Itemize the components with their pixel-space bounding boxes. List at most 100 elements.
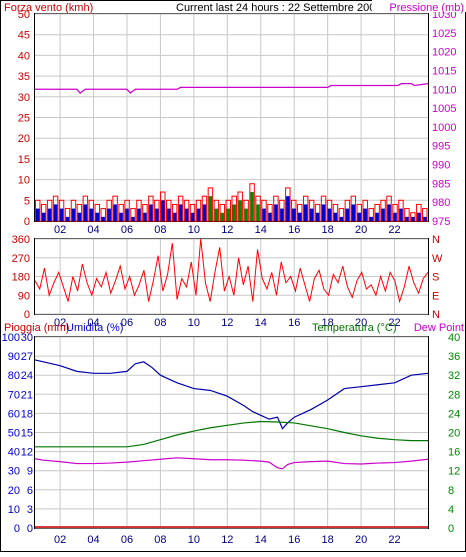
x-tick-label: 08: [154, 317, 166, 329]
gust-bar: [95, 212, 99, 221]
gust-bar: [149, 204, 153, 221]
left-tick-label: 0: [24, 309, 30, 321]
right-tick-label: 1015: [432, 65, 456, 77]
right-tick-label: 1020: [432, 47, 456, 59]
gust-bar: [77, 212, 82, 221]
right-tick-label: 4: [448, 504, 454, 516]
right-tick-label: 16: [448, 447, 460, 459]
gust-bar: [244, 208, 248, 221]
x-tick-label: 22: [388, 317, 400, 329]
x-tick-label: 02: [54, 317, 66, 329]
x-tick-label: 16: [288, 534, 300, 546]
rain-tick-label: 15: [21, 428, 33, 440]
x-tick-label: 22: [388, 534, 400, 546]
left-tick-label: 45: [18, 30, 30, 42]
right-tick-label: 0: [448, 523, 454, 535]
left-tick-label: 40: [8, 447, 20, 459]
x-tick-label: 20: [355, 317, 367, 329]
left-tick-label: 100: [2, 332, 20, 344]
rain-title: Pioggia (mm): [4, 322, 69, 334]
gust-bar: [357, 212, 361, 221]
gust-bar: [190, 212, 195, 221]
x-tick-label: 18: [322, 317, 334, 329]
x-tick-label: 14: [255, 224, 267, 236]
gust-bar: [131, 216, 135, 221]
gust-bar: [303, 204, 308, 221]
compass-label: W: [432, 253, 443, 265]
rain-tick-label: 3: [27, 504, 33, 516]
x-tick-label: 16: [288, 224, 300, 236]
gust-bar: [345, 208, 350, 221]
x-tick-label: 12: [221, 317, 233, 329]
gust-bar: [321, 204, 326, 221]
right-tick-label: 12: [448, 466, 460, 478]
rain-tick-label: 27: [21, 351, 33, 363]
right-tick-label: 28: [448, 389, 460, 401]
left-tick-label: 360: [12, 234, 30, 246]
gust-bar: [161, 200, 165, 221]
x-tick-label: 02: [54, 534, 66, 546]
left-tick-label: 270: [12, 253, 30, 265]
x-tick-label: 08: [154, 224, 166, 236]
left-tick-label: 10: [8, 504, 20, 516]
gust-bar: [172, 212, 177, 221]
rain-tick-label: 21: [21, 389, 33, 401]
rain-tick-label: 0: [27, 523, 33, 535]
x-tick-label: 08: [154, 534, 166, 546]
gust-bar: [268, 212, 272, 221]
right-tick-label: 985: [432, 178, 450, 190]
x-tick-label: 12: [221, 224, 233, 236]
gust-bar: [309, 208, 314, 221]
gust-bar: [47, 208, 52, 221]
right-tick-label: 24: [448, 408, 460, 420]
gust-bar: [423, 216, 427, 221]
left-tick-label: 60: [8, 408, 20, 420]
left-tick-label: 80: [8, 370, 20, 382]
direction-line: [34, 238, 429, 304]
gust-bar: [375, 212, 379, 221]
rain-tick-label: 24: [21, 370, 33, 382]
gust-bar: [381, 208, 385, 221]
left-tick-label: 50: [8, 428, 20, 440]
gust-bar: [351, 204, 356, 221]
gust-bar: [202, 204, 207, 221]
gust-bar: [262, 208, 266, 221]
left-tick-label: 15: [18, 154, 30, 166]
left-tick-label: 30: [8, 466, 20, 478]
gust-bar: [71, 208, 76, 221]
gust-bar: [411, 216, 415, 221]
gust-bar: [256, 204, 260, 221]
left-tick-label: 90: [18, 290, 30, 302]
grid: [35, 13, 428, 529]
gust-bar: [89, 208, 94, 221]
compass-label: N: [432, 309, 440, 321]
x-tick-label: 10: [188, 317, 200, 329]
x-tick-label: 18: [322, 224, 334, 236]
humidity-title: Umidita (%): [66, 322, 123, 334]
rain-tick-label: 12: [21, 447, 33, 459]
x-tick-label: 16: [288, 317, 300, 329]
compass-label: E: [432, 290, 439, 302]
gust-bar: [214, 208, 219, 221]
gust-bar: [280, 208, 284, 221]
gust-bar: [250, 192, 254, 221]
right-tick-label: 8: [448, 485, 454, 497]
gust-bar: [53, 204, 58, 221]
pressure-title: Pressione (mb): [389, 2, 464, 14]
left-tick-label: 0: [14, 523, 20, 535]
wind-title: Forza vento (kmh): [4, 2, 93, 14]
right-tick-label: 1005: [432, 103, 456, 115]
x-tick-label: 18: [322, 534, 334, 546]
x-tick-label: 14: [255, 534, 267, 546]
left-tick-label: 10: [18, 175, 30, 187]
x-tick-label: 10: [188, 534, 200, 546]
gust-bar: [178, 204, 183, 221]
right-tick-label: 995: [432, 141, 450, 153]
gust-bar: [184, 208, 189, 221]
gust-bar: [59, 208, 64, 221]
chart-title: Current last 24 hours : 22 Settembre 200…: [176, 2, 381, 14]
x-tick-label: 12: [221, 534, 233, 546]
gust-bar: [119, 212, 123, 221]
gust-bar: [393, 212, 397, 221]
